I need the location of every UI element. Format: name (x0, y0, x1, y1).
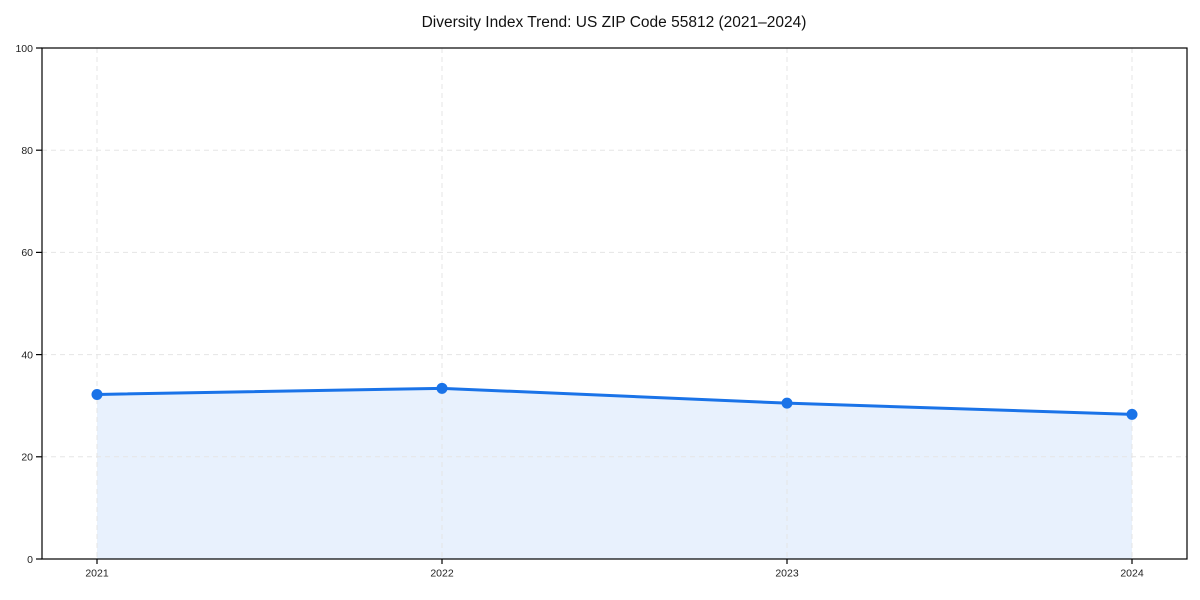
data-point-marker (436, 382, 448, 394)
y-tick-label: 80 (21, 145, 33, 157)
x-tick-label: 2022 (430, 568, 454, 580)
y-tick-label: 40 (21, 349, 33, 361)
x-tick-label: 2024 (1120, 568, 1144, 580)
area-fill (97, 388, 1132, 559)
axes-layer (36, 47, 1188, 564)
trend-line (95, 386, 1134, 416)
x-tick-label: 2021 (85, 568, 109, 580)
area-fill-layer (97, 388, 1132, 559)
data-point-marker (781, 397, 793, 409)
gridline-layer (42, 48, 1187, 559)
data-point-marker (91, 388, 103, 400)
series-layer (91, 382, 1138, 420)
x-tick-label: 2023 (775, 568, 799, 580)
y-tick-label: 20 (21, 452, 33, 464)
plot-border (41, 47, 1188, 560)
y-tick-label: 0 (27, 554, 33, 566)
y-tick-label: 100 (15, 43, 33, 55)
y-tick-label: 60 (21, 247, 33, 259)
chart-title: Diversity Index Trend: US ZIP Code 55812… (422, 14, 807, 31)
data-point-marker (1126, 408, 1138, 420)
tick-label-layer: 0 20 40 60 80 100 2021 2022 2023 2024 (15, 43, 1143, 580)
